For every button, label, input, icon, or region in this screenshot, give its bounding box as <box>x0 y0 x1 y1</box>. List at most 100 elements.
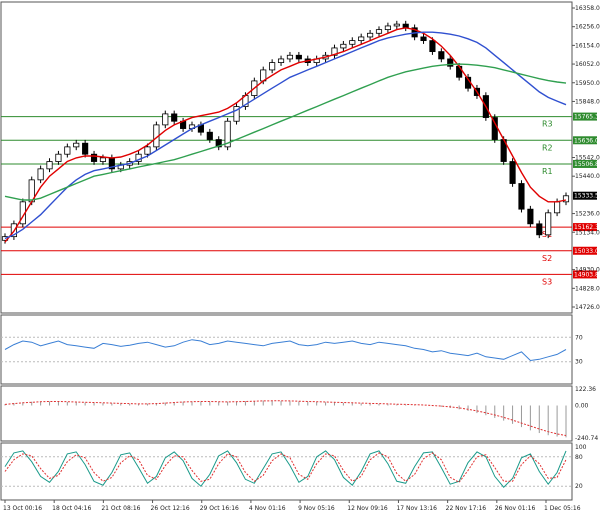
candle-body <box>64 146 71 155</box>
candle-body <box>37 168 44 181</box>
oscillator-3-panel: 100 80 20 <box>1 444 587 490</box>
price-tick-label: 14930.0 <box>575 267 600 274</box>
osc1-tick-label: 30 <box>575 359 583 366</box>
osc3-tick-label: 100 <box>575 444 587 451</box>
x-tick-label: 26 Nov 01:16 <box>495 505 536 512</box>
price-tick-label: 15542.0 <box>575 155 600 162</box>
price-tick-label: 14726.0 <box>575 304 600 311</box>
candle-body <box>269 62 276 71</box>
osc1-line <box>4 339 567 362</box>
level-tag-r1 <box>573 159 597 168</box>
ma-line-1 <box>4 27 567 243</box>
candle-body <box>349 40 356 45</box>
ma-line-3 <box>4 63 567 201</box>
level-value-r3: 15765.3 <box>574 114 599 121</box>
candle-body <box>429 40 436 53</box>
x-tick-label: 22 Nov 17:16 <box>446 505 487 512</box>
candle-body <box>233 106 240 122</box>
current-price-label: 15333.5 <box>574 193 599 200</box>
panel-frame-4 <box>0 442 573 501</box>
oscillator-1-panel: 70 30 <box>1 334 583 366</box>
candle-body <box>90 153 98 162</box>
x-tick-label: 26 Oct 12:16 <box>151 505 190 512</box>
x-tick-label: 29 Oct 16:16 <box>200 505 239 512</box>
candle-body <box>286 54 294 60</box>
x-tick-label: 9 Nov 05:16 <box>298 505 335 512</box>
level-name-s2: S2 <box>542 254 552 263</box>
ma-line-2 <box>4 31 567 240</box>
level-name-r1: R1 <box>542 167 553 176</box>
candle-body <box>384 25 391 31</box>
candle-body <box>367 32 374 38</box>
candle-body <box>73 142 80 148</box>
osc3-tick-label: 20 <box>575 483 583 490</box>
price-tick-label: 14828.0 <box>575 285 600 292</box>
osc1-tick-label: 70 <box>575 334 583 341</box>
level-name-r2: R2 <box>542 143 553 152</box>
level-value-s2: 15033.0 <box>574 248 599 255</box>
price-tick-label: 16052.0 <box>575 61 600 68</box>
candle-body <box>82 142 89 155</box>
level-value-r2: 15636.0 <box>574 137 599 144</box>
price-tick-label: 15950.0 <box>575 80 600 87</box>
x-tick-label: 12 Nov 09:16 <box>347 505 388 512</box>
level-tag-s3 <box>573 270 597 279</box>
price-tick-label: 15236.0 <box>575 211 600 218</box>
candle-body <box>358 36 365 42</box>
candle-body <box>536 223 543 236</box>
osc2-tick-label: -240.74 <box>575 435 598 442</box>
candle-body <box>527 208 534 225</box>
price-tick-label: 15848.0 <box>575 98 600 105</box>
level-tag-s2 <box>573 246 597 255</box>
x-tick-label: 18 Oct 04:16 <box>52 505 91 512</box>
x-tick-label: 1 Dec 05:16 <box>544 505 581 512</box>
price-tick-label: 15440.0 <box>575 173 600 180</box>
candle-body <box>340 43 347 49</box>
x-tick-label: 21 Oct 08:16 <box>101 505 140 512</box>
level-value-s3: 14903.8 <box>574 271 599 278</box>
candle-body <box>545 212 552 236</box>
level-tag-r2 <box>573 136 597 145</box>
price-tick-label: 16358.0 <box>575 5 600 12</box>
candle-body <box>393 23 400 27</box>
candle-body <box>224 120 231 148</box>
candle-body <box>562 195 570 203</box>
candle-body <box>375 29 383 34</box>
x-tick-label: 13 Oct 00:16 <box>3 505 42 512</box>
panel-frame-3 <box>0 385 573 442</box>
osc2-signal-line <box>4 400 567 436</box>
candle-body <box>331 47 338 56</box>
candle-body <box>438 51 445 60</box>
panel-frames <box>0 1 573 501</box>
candle-body <box>99 157 107 162</box>
candle-body <box>162 113 169 126</box>
osc3-tick-label: 80 <box>575 454 583 461</box>
osc3-line-2 <box>4 452 567 483</box>
moving-averages <box>4 27 567 243</box>
candle-body <box>420 36 427 42</box>
y-axis: 14726.0 14828.0 14930.0 15134.0 15236.0 15440… <box>572 5 600 311</box>
oscillator-2-panel: 122.36 0.00 -240.74 <box>4 386 598 442</box>
price-tick-label: 16256.0 <box>575 24 600 31</box>
candle-body <box>215 139 222 148</box>
osc2-tick-label: 122.36 <box>575 386 596 393</box>
osc3-line-1 <box>4 450 567 488</box>
candle-body <box>554 201 561 214</box>
x-tick-label: 17 Nov 13:16 <box>396 505 437 512</box>
x-tick-label: 4 Nov 01:16 <box>249 505 286 512</box>
candle-body <box>509 161 516 184</box>
osc2-tick-label: 0.00 <box>575 403 589 410</box>
panel-frame-2 <box>0 314 573 385</box>
level-name-s3: S3 <box>542 277 552 286</box>
price-tick-label: 16154.0 <box>575 42 600 49</box>
candle-body <box>171 113 178 122</box>
candle-body <box>206 131 213 140</box>
candle-body <box>55 153 62 162</box>
level-tag-s1 <box>573 223 597 232</box>
level-name-r3: R3 <box>542 120 553 129</box>
candle-body <box>447 58 454 67</box>
candle-body <box>295 54 302 60</box>
level-value-s1: 15162.3 <box>574 224 599 231</box>
